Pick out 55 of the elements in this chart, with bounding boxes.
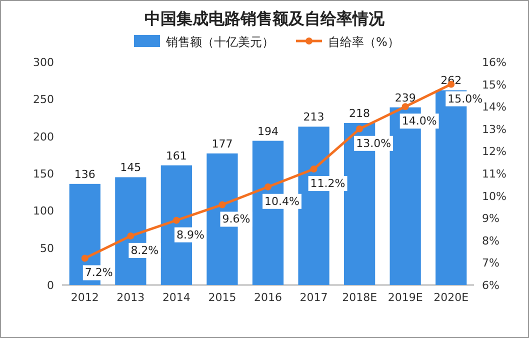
point bbox=[172, 216, 180, 224]
data-label: 213 bbox=[303, 110, 324, 124]
data-label: 13.0% bbox=[356, 136, 392, 150]
point bbox=[264, 183, 272, 190]
y-tick-label: 250 bbox=[33, 93, 54, 106]
point bbox=[127, 232, 134, 240]
legend-label: 自给率（%） bbox=[328, 35, 400, 49]
data-label: 194 bbox=[258, 124, 278, 138]
x-tick-label: 2013 bbox=[116, 291, 145, 304]
data-label: 15.0% bbox=[448, 92, 483, 106]
y-tick-label: 200 bbox=[33, 130, 54, 144]
y2-tick-label: 9% bbox=[482, 212, 500, 226]
y2-tick-label: 16% bbox=[482, 56, 506, 69]
x-tick-label: 2014 bbox=[162, 291, 190, 304]
point bbox=[402, 103, 409, 110]
point bbox=[218, 201, 226, 208]
data-label: 177 bbox=[212, 137, 233, 150]
point bbox=[81, 254, 88, 262]
point bbox=[356, 125, 364, 132]
y2-tick-label: 8% bbox=[482, 234, 500, 248]
legend-label: 销售额（十亿美元） bbox=[165, 35, 274, 49]
data-label: 7.2% bbox=[84, 266, 113, 280]
x-tick-label: 2012 bbox=[70, 291, 99, 304]
y2-tick-label: 13% bbox=[482, 122, 506, 136]
y-tick-label: 50 bbox=[40, 242, 54, 255]
point bbox=[310, 166, 318, 173]
x-tick-label: 2017 bbox=[300, 291, 328, 304]
data-label: 8.2% bbox=[130, 244, 159, 257]
y2-tick-label: 10% bbox=[482, 190, 506, 203]
data-label: 11.2% bbox=[310, 177, 346, 190]
data-label: 10.4% bbox=[264, 194, 300, 208]
data-label: 9.6% bbox=[222, 212, 250, 226]
data-label: 8.9% bbox=[176, 228, 204, 242]
x-tick-label: 2020E bbox=[434, 291, 469, 304]
y2-tick-label: 14% bbox=[482, 100, 506, 114]
data-label: 218 bbox=[349, 106, 370, 120]
y2-tick-label: 15% bbox=[482, 78, 506, 92]
data-label: 161 bbox=[166, 149, 187, 162]
data-label: 136 bbox=[74, 168, 96, 181]
x-tick-label: 2019E bbox=[388, 291, 423, 304]
y-tick-label: 300 bbox=[33, 56, 54, 69]
y2-tick-label: 11% bbox=[482, 168, 506, 180]
x-tick-label: 2015 bbox=[208, 291, 236, 304]
x-tick-label: 2018E bbox=[342, 291, 378, 304]
y2-tick-label: 12% bbox=[482, 145, 506, 158]
y-tick-label: 100 bbox=[33, 204, 54, 218]
y2-tick-label: 7% bbox=[482, 256, 500, 270]
y2-tick-label: 6% bbox=[482, 279, 500, 292]
chart-title: 中国集成电路销售额及自给率情况 bbox=[144, 9, 386, 28]
data-label: 145 bbox=[120, 161, 142, 174]
data-label: 14.0% bbox=[402, 114, 437, 128]
x-tick-label: 2016 bbox=[254, 291, 282, 304]
data-label: 239 bbox=[394, 91, 416, 104]
y-tick-label: 0 bbox=[47, 279, 54, 292]
y-tick-label: 150 bbox=[33, 168, 54, 180]
